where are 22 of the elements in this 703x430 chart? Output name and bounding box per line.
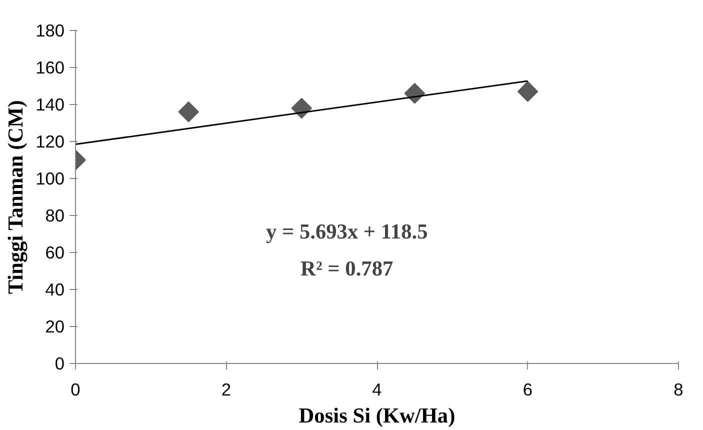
y-axis-title: Tinggi Tanman (CM) [4, 100, 28, 294]
point [291, 98, 312, 119]
x-tick-label: 8 [674, 380, 684, 400]
point [517, 81, 538, 102]
y-tick-label: 20 [45, 316, 65, 336]
y-tick-label: 0 [54, 354, 65, 374]
x-tick-label: 0 [70, 380, 80, 400]
annotation: y = 5.693x + 118.5 [266, 220, 428, 244]
y-tick-label: 160 [36, 58, 65, 78]
y-tick-label: 120 [36, 132, 65, 152]
x-axis-title: Dosis Si (Kw/Ha) [298, 404, 456, 428]
y-tick-label: 40 [45, 280, 65, 300]
y-tick-label: 100 [36, 168, 65, 188]
x-tick-label: 6 [522, 380, 533, 400]
y-tick-label: 140 [36, 94, 65, 114]
x-tick-label: 4 [372, 380, 382, 400]
y-tick-label: 180 [36, 20, 65, 40]
point [178, 102, 199, 122]
annotation: R² = 0.787 [300, 256, 394, 280]
x-tick-label: 2 [221, 380, 232, 400]
y-tick-label: 60 [45, 242, 65, 262]
y-tick-label: 80 [45, 206, 65, 226]
